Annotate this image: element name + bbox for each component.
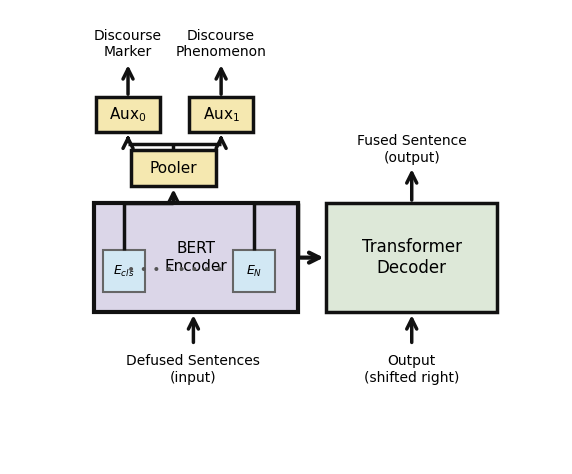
FancyBboxPatch shape xyxy=(132,150,216,186)
FancyBboxPatch shape xyxy=(102,250,145,292)
Text: • • • • • • • •: • • • • • • • • xyxy=(128,264,224,277)
Text: $E_N$: $E_N$ xyxy=(247,264,263,279)
Text: Output
(shifted right): Output (shifted right) xyxy=(364,355,459,384)
Text: Discourse
Phenomenon: Discourse Phenomenon xyxy=(176,28,267,59)
FancyBboxPatch shape xyxy=(189,97,253,132)
Text: Transformer
Decoder: Transformer Decoder xyxy=(362,238,462,277)
FancyBboxPatch shape xyxy=(94,203,297,312)
Text: Discourse
Marker: Discourse Marker xyxy=(94,28,162,59)
Text: Defused Sentences
(input): Defused Sentences (input) xyxy=(126,355,260,384)
FancyBboxPatch shape xyxy=(96,97,160,132)
FancyBboxPatch shape xyxy=(233,250,276,292)
Text: BERT
Encoder: BERT Encoder xyxy=(164,241,227,274)
FancyBboxPatch shape xyxy=(327,203,497,312)
Text: $E_{cls}$: $E_{cls}$ xyxy=(113,264,134,279)
Text: Aux$_0$: Aux$_0$ xyxy=(109,105,147,124)
Text: Aux$_1$: Aux$_1$ xyxy=(202,105,240,124)
Text: Pooler: Pooler xyxy=(150,161,197,176)
Text: Fused Sentence
(output): Fused Sentence (output) xyxy=(357,134,467,164)
